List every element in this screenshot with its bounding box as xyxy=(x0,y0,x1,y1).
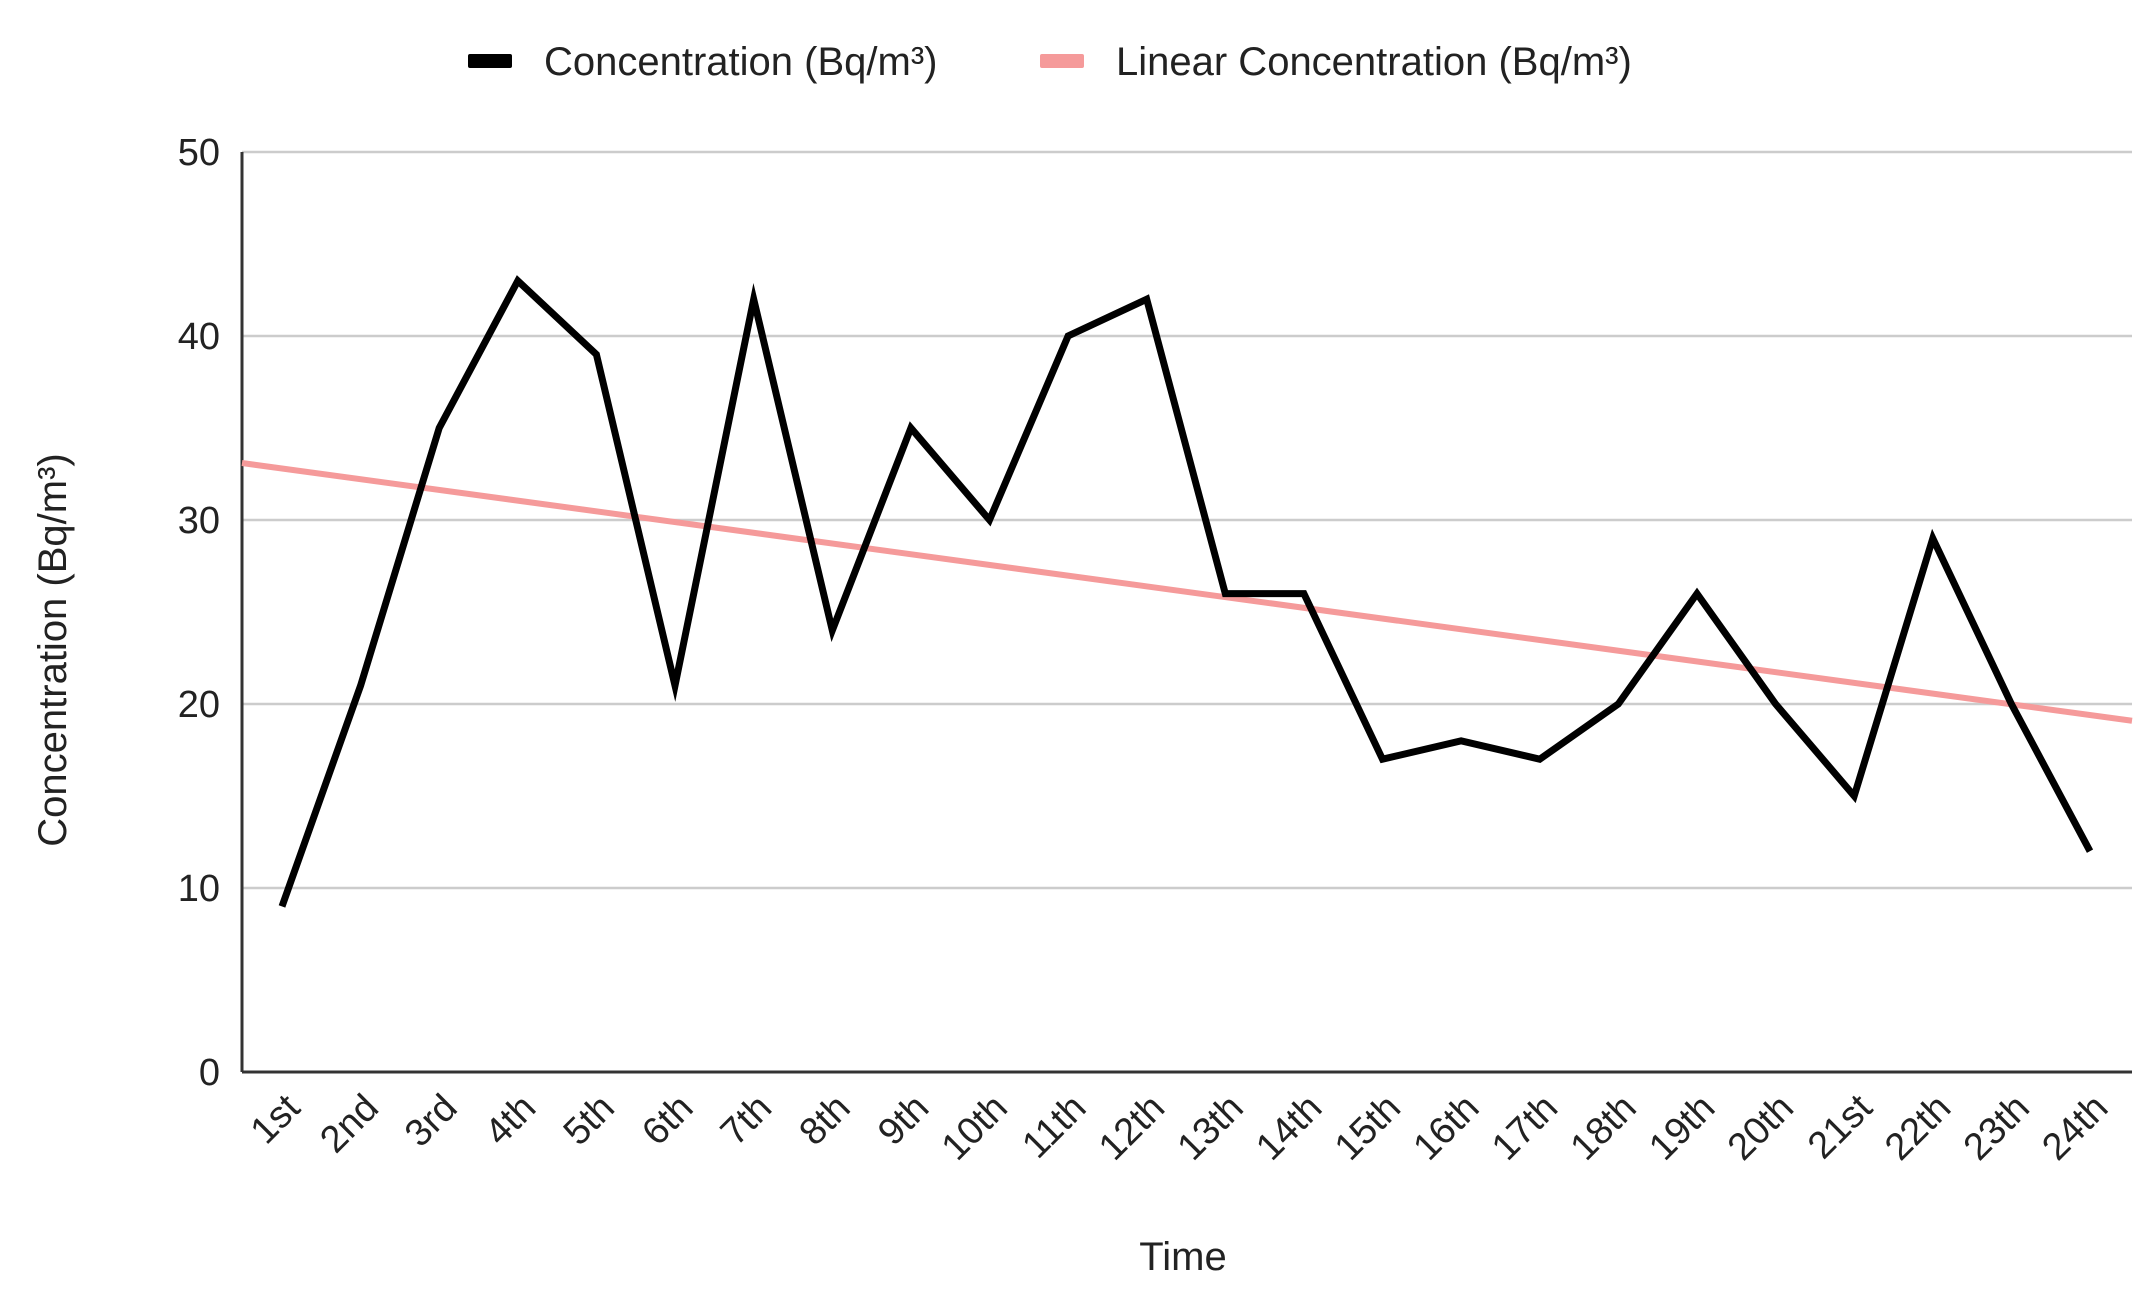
x-tick-label: 5th xyxy=(556,1087,623,1154)
data-point-16th[interactable] xyxy=(1457,737,1465,745)
x-tick-label: 18th xyxy=(1563,1087,1645,1169)
data-point-14th[interactable] xyxy=(1300,590,1308,598)
x-tick-label: 20th xyxy=(1720,1087,1802,1169)
data-point-8th[interactable] xyxy=(828,626,836,634)
x-tick-label: 12th xyxy=(1091,1087,1173,1169)
data-point-24th[interactable] xyxy=(2086,847,2094,855)
y-tick-label: 50 xyxy=(178,132,220,174)
x-tick-label: 3rd xyxy=(397,1087,466,1156)
data-point-19th[interactable] xyxy=(1693,590,1701,598)
x-tick-label: 10th xyxy=(934,1087,1016,1169)
y-tick-label: 0 xyxy=(199,1052,220,1094)
legend-item-linear-concentration[interactable]: Linear Concentration (Bq/m³) xyxy=(1040,40,1632,84)
legend-label-concentration: Concentration (Bq/m³) xyxy=(544,40,937,84)
x-tick-label: 14th xyxy=(1248,1087,1330,1169)
x-tick-label: 6th xyxy=(634,1087,701,1154)
x-tick-label: 15th xyxy=(1327,1087,1409,1169)
data-point-10th[interactable] xyxy=(985,516,993,524)
data-point-6th[interactable] xyxy=(671,682,679,690)
data-point-23th[interactable] xyxy=(2007,700,2015,708)
x-tick-label: 17th xyxy=(1484,1087,1566,1169)
legend: Concentration (Bq/m³) Linear Concentrati… xyxy=(468,40,1632,84)
y-tick-label: 40 xyxy=(178,316,220,358)
data-point-18th[interactable] xyxy=(1614,700,1622,708)
x-axis-title: Time xyxy=(1139,1235,1226,1279)
trend-line xyxy=(241,460,2133,724)
x-tick-label: 16th xyxy=(1405,1087,1487,1169)
data-point-13th[interactable] xyxy=(1221,590,1229,598)
data-point-12th[interactable] xyxy=(1143,295,1151,303)
data-point-7th[interactable] xyxy=(750,295,758,303)
x-axis-ticks: 1st 2nd 3rd 4th 5th 6th 7th 8th 9th10th11th12th1… xyxy=(243,1086,2117,1168)
x-tick-label: 9th xyxy=(870,1087,937,1154)
series-line-concentration xyxy=(278,275,2094,908)
x-tick-label: 13th xyxy=(1170,1087,1252,1169)
data-point-22th[interactable] xyxy=(1929,534,1937,542)
x-tick-label: 1st xyxy=(243,1086,309,1152)
data-point-4th[interactable] xyxy=(514,277,522,285)
data-point-15th[interactable] xyxy=(1379,755,1387,763)
x-tick-label: 21st xyxy=(1800,1086,1881,1167)
x-tick-label: 23th xyxy=(1956,1087,2038,1169)
data-point-21st[interactable] xyxy=(1850,792,1858,800)
data-point-17th[interactable] xyxy=(1536,755,1544,763)
data-point-5th[interactable] xyxy=(592,350,600,358)
x-tick-label: 19th xyxy=(1641,1087,1723,1169)
legend-label-linear-concentration: Linear Concentration (Bq/m³) xyxy=(1116,40,1632,84)
data-point-1st[interactable] xyxy=(278,902,286,910)
x-tick-label: 24th xyxy=(2034,1087,2116,1169)
y-tick-label: 20 xyxy=(178,684,220,726)
y-tick-label: 10 xyxy=(178,868,220,910)
x-tick-label: 4th xyxy=(477,1087,544,1154)
y-axis-title: Concentration (Bq/m³) xyxy=(31,453,75,846)
y-tick-label: 30 xyxy=(178,500,220,542)
x-tick-label: 8th xyxy=(792,1087,859,1154)
x-tick-label: 22th xyxy=(1877,1087,1959,1169)
legend-swatch-concentration xyxy=(468,54,512,68)
data-point-9th[interactable] xyxy=(907,424,915,432)
data-point-3rd[interactable] xyxy=(435,424,443,432)
x-tick-label: 7th xyxy=(713,1087,780,1154)
data-point-20th[interactable] xyxy=(1772,700,1780,708)
data-point-2nd[interactable] xyxy=(357,682,365,690)
data-point-11th[interactable] xyxy=(1064,332,1072,340)
x-tick-label: 11th xyxy=(1014,1087,1094,1167)
legend-item-concentration[interactable]: Concentration (Bq/m³) xyxy=(468,40,937,84)
x-tick-label: 2nd xyxy=(312,1087,387,1162)
legend-swatch-linear-concentration xyxy=(1040,54,1084,68)
y-axis-ticks: 0 10 20 30 40 50 xyxy=(178,132,220,1094)
gridlines xyxy=(242,150,2132,890)
